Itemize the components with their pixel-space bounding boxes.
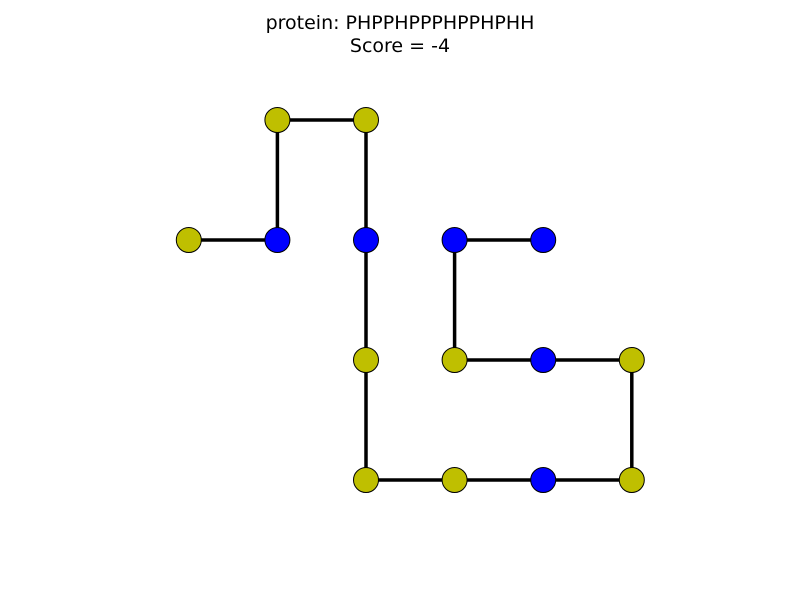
residue-h xyxy=(530,347,557,373)
protein-sequence-title: protein: PHPPHPPPHPPHPHH xyxy=(265,12,535,34)
residue-p xyxy=(264,107,291,133)
residue-p xyxy=(353,107,379,133)
residue-p xyxy=(618,347,645,373)
residue-p xyxy=(353,467,379,493)
residue-p xyxy=(353,347,379,373)
residue-p xyxy=(441,467,468,493)
residue-h xyxy=(353,227,379,253)
residues-layer xyxy=(175,107,645,493)
residue-h xyxy=(264,227,291,253)
residue-h xyxy=(441,227,468,253)
residue-h xyxy=(530,227,557,253)
bonds-layer xyxy=(188,118,634,482)
residue-p xyxy=(441,347,468,373)
residue-h xyxy=(530,467,557,493)
score-title: Score = -4 xyxy=(349,35,451,57)
residue-p xyxy=(175,227,202,253)
residue-p xyxy=(618,467,645,493)
